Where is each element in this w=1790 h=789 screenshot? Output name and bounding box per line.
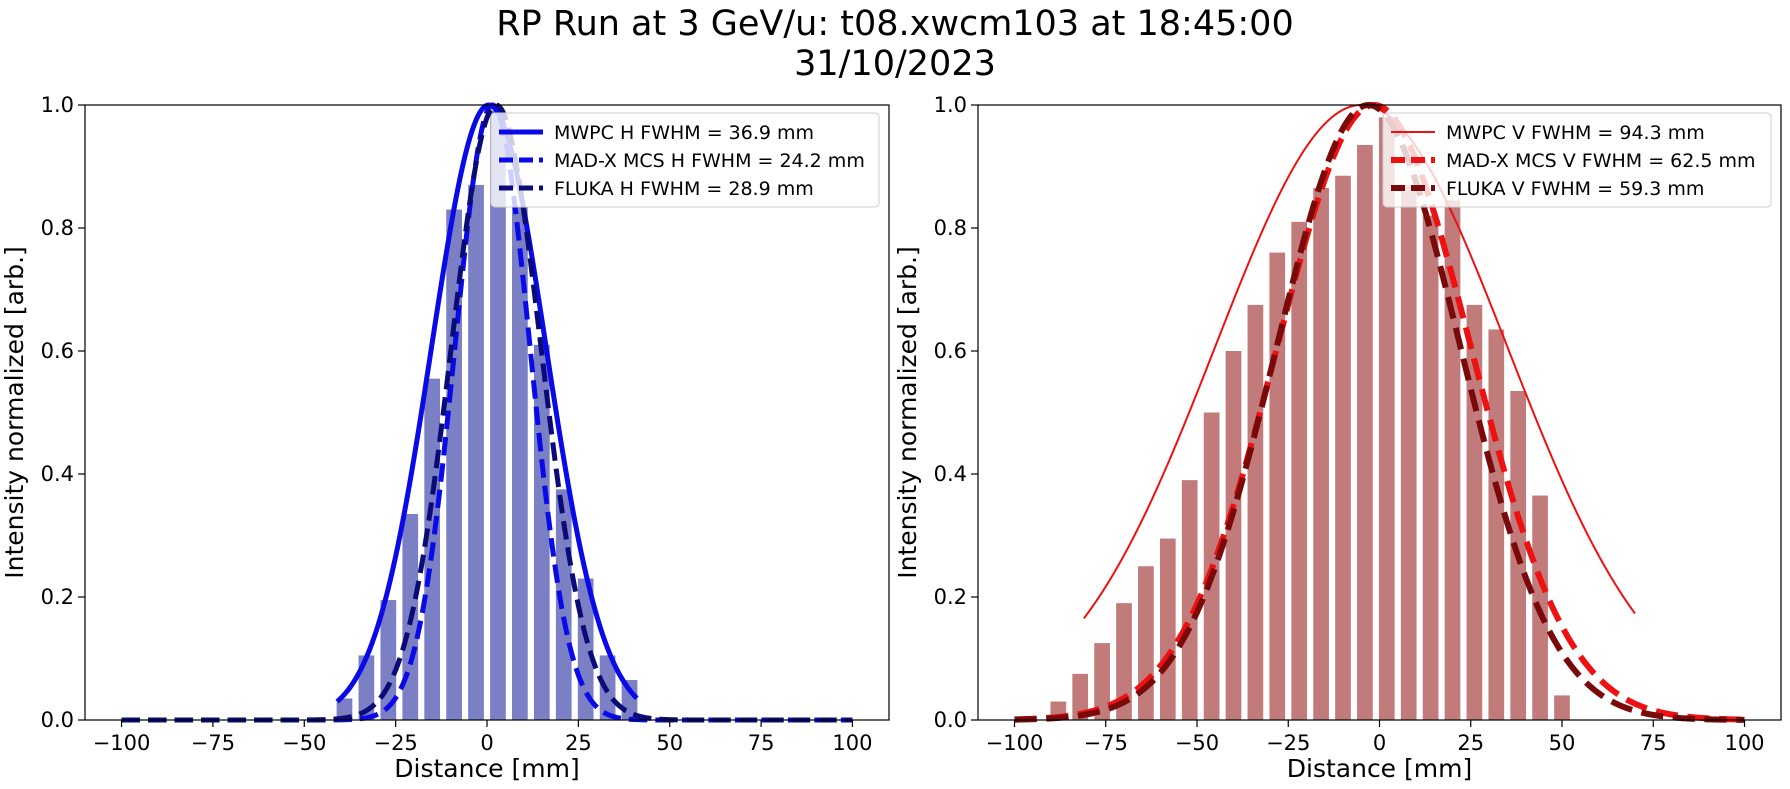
x-tick-label: −25 [373, 731, 417, 755]
x-tick-label: −50 [1175, 731, 1219, 755]
histogram-bar [1313, 188, 1329, 720]
legend-box [1382, 112, 1772, 208]
x-tick-label: 75 [1640, 731, 1667, 755]
histogram-bar [336, 698, 353, 720]
y-axis-label: Intensity normalized [arb.] [0, 246, 29, 579]
y-tick-label: 0.4 [41, 462, 74, 486]
histogram-bar [490, 111, 506, 720]
x-tick-label: 75 [748, 731, 775, 755]
x-tick-label: −100 [986, 731, 1044, 755]
x-tick-label: −75 [191, 731, 235, 755]
legend-entry: MWPC H FWHM = 36.9 mm [554, 122, 814, 144]
y-tick-label: 0.8 [41, 216, 74, 240]
y-tick-label: 0.6 [41, 339, 74, 363]
histogram-bar [1116, 603, 1132, 720]
histogram-bar [1247, 304, 1264, 720]
y-tick-label: 0.2 [41, 585, 74, 609]
x-tick-label: −75 [1084, 731, 1128, 755]
x-tick-label: 100 [832, 731, 872, 755]
x-tick-label: 25 [565, 731, 592, 755]
legend-entry: MWPC V FWHM = 94.3 mm [1446, 122, 1705, 144]
histogram-bar [1094, 643, 1110, 720]
histogram-bar [1335, 175, 1351, 721]
x-tick-label: 25 [1457, 731, 1484, 755]
y-tick-label: 0.2 [934, 585, 967, 609]
x-tick-label: 0 [1373, 731, 1386, 755]
x-tick-label: −25 [1266, 731, 1310, 755]
x-tick-label: 50 [1549, 731, 1576, 755]
histogram-bar [1291, 221, 1308, 720]
y-tick-label: 0.4 [934, 462, 967, 486]
x-tick-label: 0 [480, 731, 493, 755]
series-line [1014, 102, 1745, 723]
chart-title-line-2: 31/10/2023 [794, 44, 996, 84]
x-tick-label: 50 [656, 731, 683, 755]
histogram-bar [1488, 329, 1505, 720]
histogram-bar [1072, 673, 1089, 720]
x-tick-label: −50 [282, 731, 326, 755]
histogram-bar [1422, 215, 1439, 720]
y-tick-label: 0.6 [934, 339, 967, 363]
legend-entry: MAD-X MCS V FWHM = 62.5 mm [1446, 150, 1756, 172]
legend-entry: MAD-X MCS H FWHM = 24.2 mm [554, 150, 865, 172]
histogram-bar [1181, 480, 1198, 720]
x-axis-label: Distance [mm] [1287, 754, 1472, 783]
y-axis-label: Intensity normalized [arb.] [893, 246, 922, 579]
legend-entry: FLUKA H FWHM = 28.9 mm [554, 178, 814, 200]
y-tick-label: 0.0 [41, 708, 74, 732]
legend-box [490, 112, 880, 208]
y-tick-label: 0.8 [934, 216, 967, 240]
histogram-bar [1159, 538, 1176, 720]
histogram-bar [1554, 695, 1570, 720]
histogram-bar [1357, 144, 1373, 721]
y-tick-label: 1.0 [41, 93, 74, 117]
histogram-bar [468, 184, 484, 720]
histogram-bar [1138, 566, 1154, 720]
histogram-bar [1378, 117, 1395, 721]
x-tick-label: 100 [1724, 731, 1764, 755]
y-tick-label: 0.0 [934, 708, 967, 732]
x-tick-label: −100 [93, 731, 151, 755]
y-tick-label: 1.0 [934, 93, 967, 117]
histogram-bar [512, 206, 528, 721]
x-axis-label: Distance [mm] [394, 754, 579, 783]
chart-title-line-1: RP Run at 3 GeV/u: t08.xwcm103 at 18:45:… [496, 4, 1294, 44]
histogram-bar [1400, 184, 1417, 720]
legend-entry: FLUKA V FWHM = 59.3 mm [1446, 178, 1704, 200]
histogram-bar [1225, 351, 1242, 720]
